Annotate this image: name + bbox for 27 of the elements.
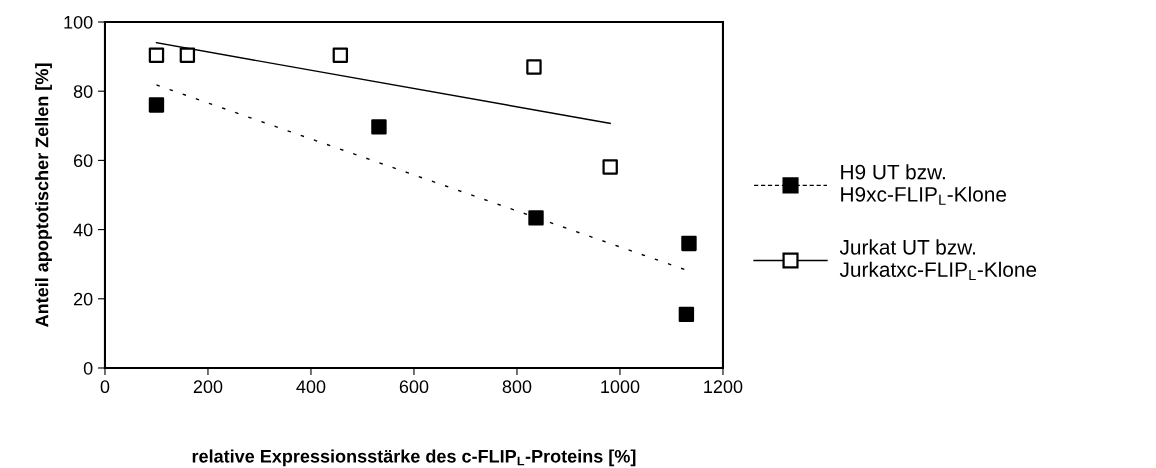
- y-tick-label: 40: [73, 223, 93, 237]
- x-tick-label: 800: [502, 380, 532, 394]
- legend-label: H9 UT bzw. H9xc-FLIP$_{L}$-Klone: [841, 164, 1007, 205]
- point: [678, 306, 695, 323]
- y-tick-label: 100: [64, 15, 93, 29]
- x-tick-label: 1000: [601, 380, 640, 394]
- x-tick-label: 1200: [704, 380, 743, 394]
- point: [332, 47, 349, 63]
- point: [528, 210, 544, 226]
- point: [179, 47, 196, 63]
- point: [148, 47, 165, 63]
- x-tick-label: 0: [100, 380, 110, 394]
- point: [526, 59, 542, 75]
- point: [602, 159, 618, 175]
- x-tick-label: 200: [193, 380, 223, 394]
- y-tick-label: 0: [83, 361, 93, 375]
- x-axis-title: relative Expressionsstärke des c-FLIP$_{L}$-Proteins [%]: [192, 449, 636, 467]
- y-tick-label: 20: [73, 292, 93, 306]
- legend-label: Jurkat UT bzw. Jurkatxc-FLIP$_{L}$-Klone: [839, 239, 1037, 281]
- point: [371, 119, 387, 135]
- x-tick-label: 400: [296, 380, 326, 394]
- point: [681, 235, 697, 252]
- y-tick-label: 60: [73, 154, 93, 168]
- y-axis-title: Anteil apoptotischer Zellen [%]: [35, 63, 52, 327]
- x-tick-label: 600: [399, 380, 429, 394]
- point: [148, 97, 165, 113]
- y-tick-label: 80: [73, 85, 93, 98]
